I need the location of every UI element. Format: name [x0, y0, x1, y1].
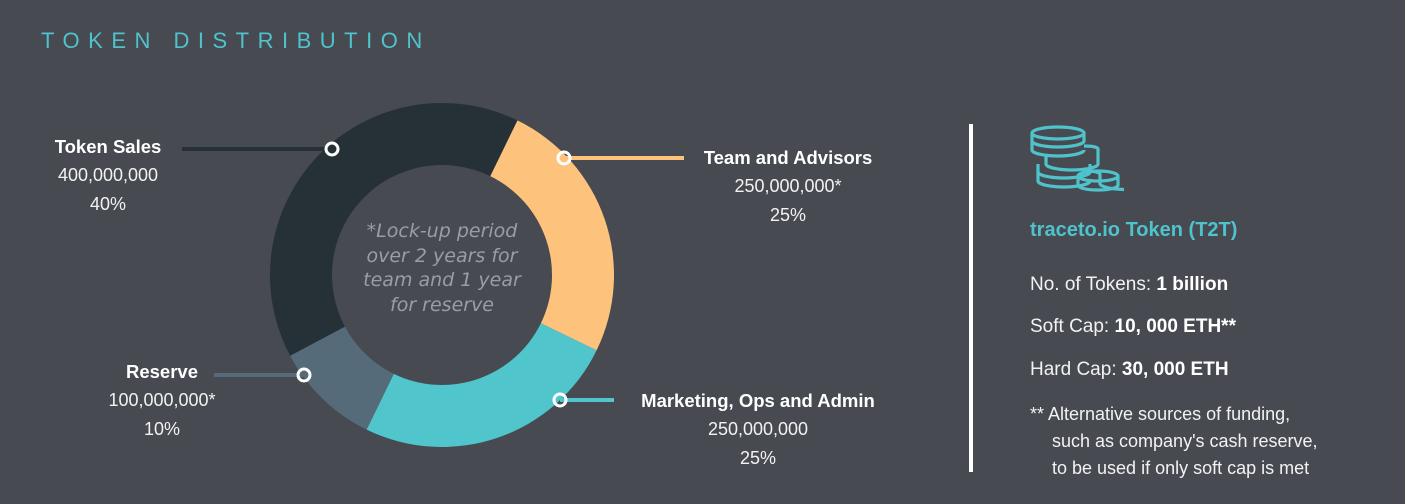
hard-cap-line: Hard Cap: 30, 000 ETH: [1030, 359, 1229, 381]
soft-cap-value: 10, 000 ETH**: [1114, 316, 1236, 337]
leader-reserve-marker: [296, 367, 312, 383]
legend-label: Team and Advisors: [703, 147, 873, 168]
hard-cap-value: 30, 000 ETH: [1121, 359, 1229, 380]
soft-cap-line: Soft Cap: 10, 000 ETH**: [1030, 316, 1236, 338]
funding-footnote: ** Alternative sources of funding, such …: [1030, 401, 1390, 482]
legend-token-sales: Token Sales 400,000,000 40%: [28, 132, 188, 219]
vertical-divider: [969, 124, 973, 472]
leader-team-advisors-marker: [556, 150, 572, 166]
tokens-count-line: No. of Tokens: 1 billion: [1030, 274, 1228, 296]
slice-reserve: [290, 326, 394, 430]
legend-amount: 400,000,000: [57, 165, 159, 185]
slice-marketing: [366, 323, 597, 447]
legend-label: Token Sales: [54, 136, 162, 157]
legend-label: Reserve: [125, 361, 198, 382]
donut-chart: [182, 102, 684, 447]
legend-reserve: Reserve 100,000,000* 10%: [82, 357, 242, 444]
coin-stack-icon: [1030, 125, 1124, 192]
slice-team-advisors: [490, 120, 615, 351]
tokens-label: No. of Tokens:: [1030, 274, 1152, 295]
legend-label: Marketing, Ops and Admin: [641, 390, 875, 411]
legend-amount: 100,000,000*: [108, 390, 216, 410]
legend-amount: 250,000,000: [707, 419, 809, 439]
soft-cap-label: Soft Cap:: [1030, 316, 1110, 337]
slice-token-sales: [270, 102, 518, 356]
legend-percent: 40%: [89, 194, 127, 214]
footnote-line: such as company's cash reserve,: [1052, 431, 1318, 451]
tokens-value: 1 billion: [1156, 274, 1229, 295]
legend-percent: 25%: [769, 205, 807, 225]
legend-marketing: Marketing, Ops and Admin 250,000,000 25%: [618, 386, 898, 473]
page-title: TOKEN DISTRIBUTION: [41, 28, 431, 53]
legend-percent: 10%: [143, 419, 181, 439]
leader-marketing-marker: [552, 392, 568, 408]
legend-percent: 25%: [739, 448, 777, 468]
center-note: *Lock-up period over 2 years for team an…: [363, 220, 521, 316]
leader-token-sales-marker: [324, 141, 340, 157]
footnote-line: ** Alternative sources of funding,: [1030, 404, 1291, 424]
legend-team-advisors: Team and Advisors 250,000,000* 25%: [686, 143, 890, 230]
legend-amount: 250,000,000*: [734, 176, 842, 196]
footnote-line: to be used if only soft cap is met: [1052, 458, 1310, 478]
token-title: traceto.io Token (T2T): [1030, 219, 1238, 241]
hard-cap-label: Hard Cap:: [1030, 359, 1117, 380]
